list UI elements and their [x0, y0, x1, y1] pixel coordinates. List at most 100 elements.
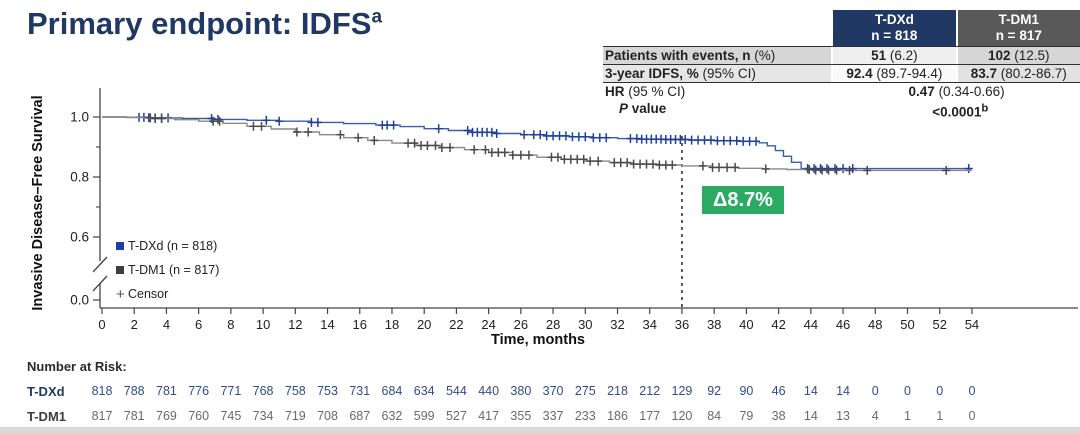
nar-value: 212 — [639, 384, 661, 398]
y-tick-label: 0.6 — [70, 230, 89, 245]
nar-value: 599 — [413, 409, 435, 423]
nar-value: 38 — [771, 409, 786, 423]
nar-value: 218 — [607, 384, 628, 398]
nar-value: 129 — [671, 384, 693, 398]
x-tick-label: 26 — [514, 317, 528, 332]
nar-value: 634 — [413, 384, 435, 398]
legend: T-DXd (n = 818) T-DM1 (n = 817) + Censor — [116, 234, 219, 306]
results-table-header-row: T-DXd n = 818 T-DM1 n = 817 — [603, 10, 1080, 46]
x-tick-label: 46 — [836, 317, 850, 332]
nar-value: 758 — [284, 384, 306, 398]
x-tick-label: 0 — [98, 317, 105, 332]
table-row-idfs: 3-year IDFS, % (95% CI) 92.4 (89.7-94.4)… — [603, 64, 1080, 83]
nar-value: 781 — [156, 384, 177, 398]
nar-value: 355 — [510, 409, 532, 423]
nar-value: 760 — [188, 409, 210, 423]
nar-value: 719 — [284, 409, 306, 423]
nar-value: 120 — [671, 409, 693, 423]
y-tick-label: 1.0 — [70, 110, 89, 125]
results-table-header-tdxd: T-DXd n = 818 — [831, 10, 956, 46]
nar-value: 0 — [968, 384, 976, 398]
nar-value: 0 — [904, 384, 911, 398]
idfs-label: 3-year IDFS, % (95% CI) — [603, 65, 832, 82]
hr-label-rest: (95 % CI) — [624, 84, 686, 99]
legend-item-tdxd: T-DXd (n = 818) — [116, 234, 219, 258]
censor-plus-icon: + — [116, 285, 125, 303]
nar-value: 768 — [252, 384, 274, 398]
results-table-header-tdm1: T-DM1 n = 817 — [955, 10, 1080, 46]
x-tick-label: 42 — [771, 317, 785, 332]
nar-value: 0 — [936, 384, 944, 398]
tdxd-header-name: T-DXd — [874, 12, 914, 27]
x-tick-label: 8 — [227, 317, 234, 332]
bottom-strip — [0, 427, 1080, 433]
nar-value: 13 — [836, 409, 850, 423]
events-label-bold: Patients with events, n — [605, 48, 751, 63]
tdm1-header-name: T-DM1 — [998, 12, 1040, 27]
x-tick-label: 18 — [385, 317, 399, 332]
table-row-events: Patients with events, n (%) 51 (6.2) 102… — [603, 46, 1080, 64]
nar-value: 769 — [156, 409, 177, 423]
nar-value: 233 — [574, 409, 596, 423]
results-table: T-DXd n = 818 T-DM1 n = 817 Patients wit… — [603, 10, 1080, 121]
axis-break-slash — [92, 256, 108, 273]
nar-value: 817 — [91, 409, 113, 423]
nar-value: 337 — [542, 409, 564, 423]
nar-value: 0 — [871, 384, 879, 398]
x-tick-label: 30 — [578, 317, 592, 332]
x-tick-label: 38 — [707, 317, 721, 332]
events-label: Patients with events, n (%) — [603, 47, 832, 64]
nar-value: 753 — [317, 384, 338, 398]
nar-value: 370 — [542, 384, 564, 398]
nar-value: 781 — [123, 409, 145, 423]
y-tick-label: 0.8 — [70, 170, 89, 185]
legend-item-censor: + Censor — [116, 282, 219, 306]
nar-value: 788 — [123, 384, 145, 398]
pvalue-superscript: b — [981, 102, 989, 114]
nar-value: 1 — [936, 409, 944, 423]
idfs-label-rest: (95% CI) — [698, 66, 756, 81]
events-tdm1-bold: 102 — [987, 48, 1011, 63]
x-tick-label: 10 — [256, 317, 270, 332]
nar-row-tdxd: 818 788 781 776 771 768 758 753 731 684 634 544 440 3… — [0, 384, 1080, 399]
x-tick-label: 6 — [195, 317, 202, 332]
nar-value: 177 — [639, 409, 661, 423]
x-tick-label: 24 — [481, 317, 495, 332]
nar-value: 745 — [220, 409, 242, 423]
tdxd-swatch-icon — [116, 242, 124, 250]
nar-value: 84 — [707, 409, 722, 423]
x-tick-label: 14 — [320, 317, 334, 332]
nar-value: 527 — [445, 409, 467, 423]
y-axis-title: Invasive Disease–Free Survival — [30, 95, 46, 311]
legend-item-tdm1: T-DM1 (n = 817) — [116, 258, 219, 282]
x-tick-label: 54 — [965, 317, 979, 332]
nar-value: 776 — [188, 384, 210, 398]
hr-value: 0.47 (0.34-0.66) — [831, 83, 1080, 100]
nar-value: 734 — [252, 409, 274, 423]
idfs-tdxd-value: 92.4 (89.7-94.4) — [831, 65, 956, 82]
nar-value: 46 — [771, 384, 786, 398]
pvalue-label-rest: value — [628, 101, 667, 116]
legend-label-tdxd: T-DXd (n = 818) — [128, 239, 218, 253]
x-tick-label: 48 — [868, 317, 882, 332]
x-tick-label: 12 — [288, 317, 302, 332]
nar-label-tdxd: T-DXd — [27, 384, 65, 399]
nar-value: 92 — [707, 384, 722, 398]
nar-value: 684 — [381, 384, 403, 398]
x-tick-label: 36 — [675, 317, 689, 332]
nar-value: 186 — [607, 409, 628, 423]
nar-value: 79 — [739, 409, 754, 423]
events-label-rest: (%) — [750, 48, 776, 63]
page-title-text: Primary endpoint: IDFS — [27, 6, 372, 41]
x-tick-label: 50 — [900, 317, 914, 332]
x-tick-label: 2 — [131, 317, 138, 332]
nar-value: 417 — [478, 409, 500, 423]
page-title: Primary endpoint: IDFSa — [27, 6, 382, 42]
idfs-tdm1-rest: (80.2-86.7) — [997, 66, 1067, 81]
idfs-tdm1-bold: 83.7 — [970, 66, 998, 81]
nar-label-tdm1: T-DM1 — [27, 409, 66, 424]
nar-value: 14 — [836, 384, 850, 398]
hr-label: HR (95 % CI) — [603, 83, 831, 100]
y-tick-label: 0.0 — [70, 293, 89, 308]
